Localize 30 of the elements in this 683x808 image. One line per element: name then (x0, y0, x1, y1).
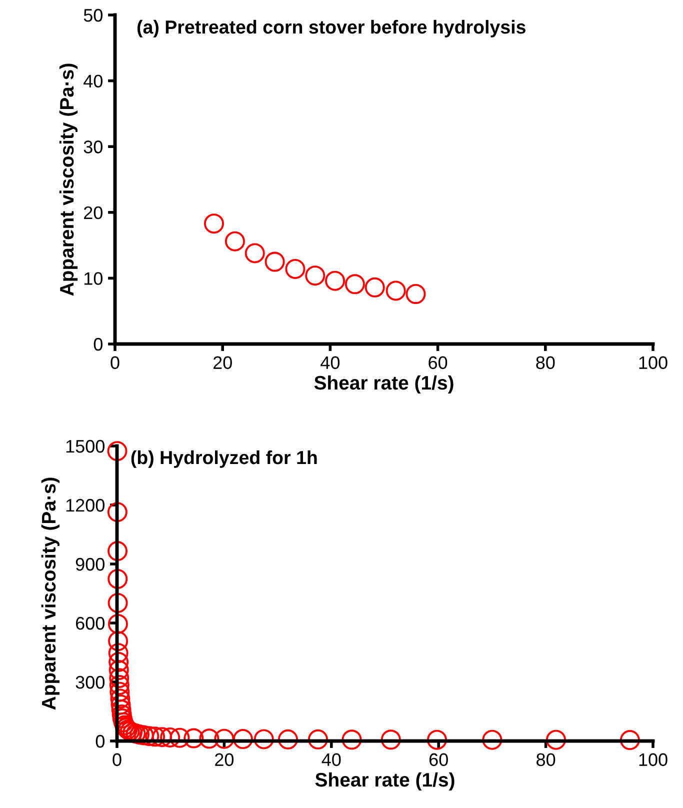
x-tick-label: 0 (112, 753, 122, 766)
y-tick-label: 0 (96, 734, 104, 748)
x-axis-title: Shear rate (1/s) (314, 375, 454, 394)
chart-title: (a) Pretreated corn stover before hydrolysis (137, 20, 526, 38)
y-tick-label: 900 (76, 558, 104, 571)
y-axis-title: Apparent viscosity (Pa·s) (41, 478, 60, 710)
x-axis-title: Shear rate (1/s) (315, 772, 454, 791)
y-tick-label: 300 (76, 676, 104, 689)
y-tick-label: 50 (84, 8, 102, 22)
y-tick-label: 1500 (66, 440, 104, 453)
chart-title: (b) Hydrolyzed for 1h (131, 450, 317, 468)
x-tick-label: 40 (320, 356, 340, 370)
y-tick-label: 20 (84, 206, 102, 220)
x-tick-label: 0 (110, 356, 120, 370)
x-tick-label: 100 (639, 753, 668, 766)
x-tick-label: 80 (536, 356, 555, 370)
y-tick-label: 40 (84, 74, 102, 88)
x-tick-label: 20 (213, 356, 232, 370)
y-tick-label: 0 (94, 338, 102, 351)
x-tick-label: 60 (429, 753, 448, 766)
y-tick-label: 10 (84, 272, 102, 285)
x-tick-label: 80 (536, 753, 556, 766)
y-tick-label: 600 (76, 616, 104, 630)
x-tick-label: 40 (322, 753, 341, 766)
y-tick-label: 30 (84, 140, 102, 154)
x-tick-label: 20 (215, 753, 234, 766)
y-axis-title: Apparent viscosity (Pa·s) (59, 64, 78, 296)
y-tick-label: 1200 (66, 498, 104, 512)
x-tick-label: 100 (639, 356, 668, 370)
x-tick-label: 60 (428, 356, 448, 370)
